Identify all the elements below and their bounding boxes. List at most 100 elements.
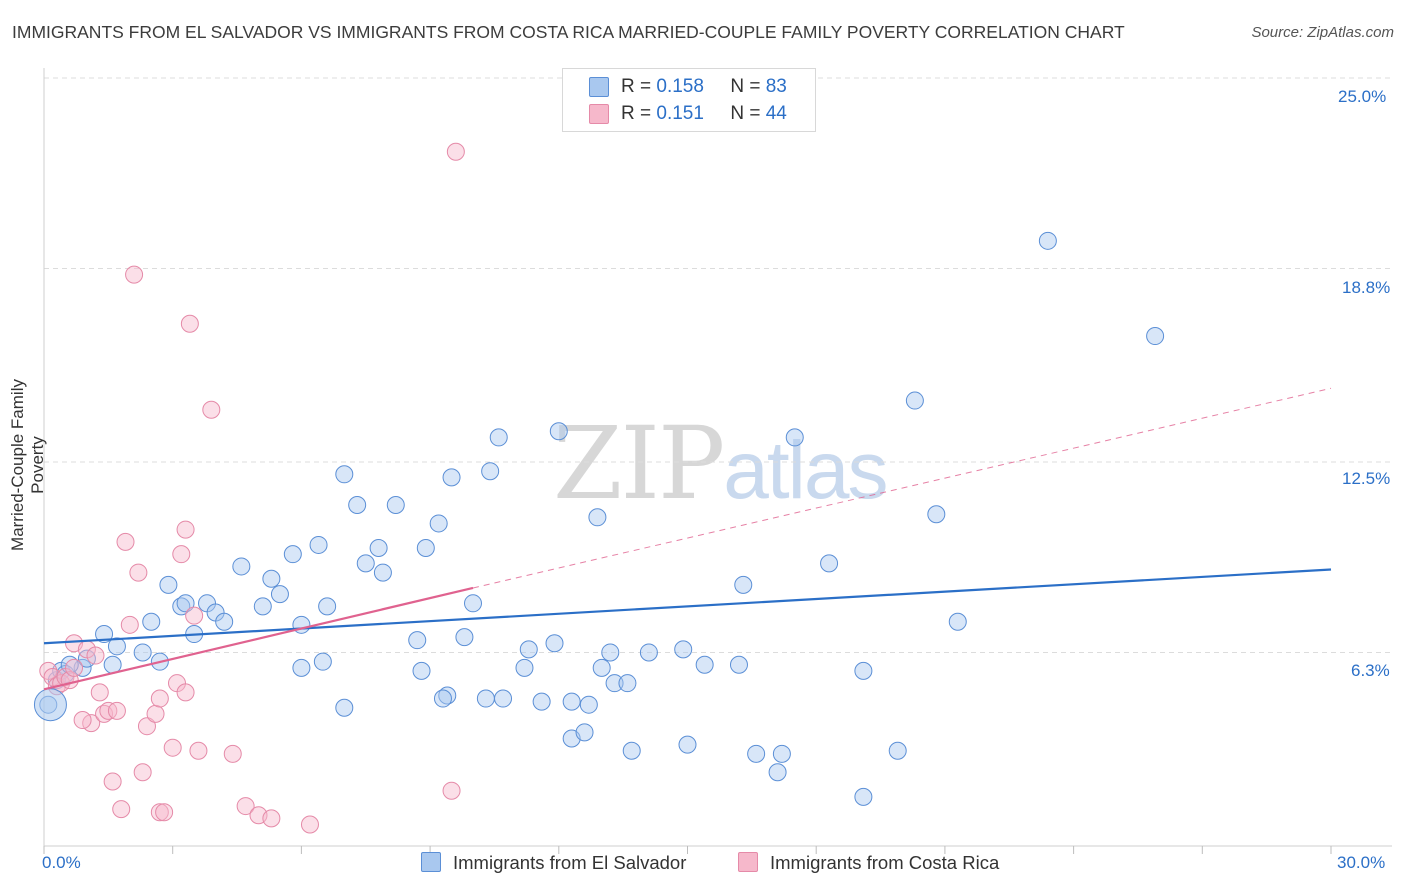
el-salvador-point: [335, 465, 354, 484]
el-salvador-point: [416, 539, 435, 558]
costa-rica-point: [185, 606, 204, 625]
costa-rica-point: [65, 658, 84, 677]
el-salvador-point: [464, 594, 482, 613]
el-salvador-point: [888, 741, 907, 760]
el-salvador-point: [429, 514, 448, 533]
watermark: ZIPatlas: [553, 405, 889, 522]
source-label: Source: ZipAtlas.com: [1251, 24, 1394, 41]
costa-rica-point: [150, 689, 169, 708]
stats-legend: R = 0.158 N = 83 R = 0.151 N = 44: [562, 68, 816, 132]
el-salvador-point: [579, 695, 598, 714]
el-salvador-point: [768, 763, 787, 782]
costa-rica-point: [176, 683, 195, 702]
el-salvador-point: [1038, 231, 1057, 250]
el-salvador-point: [575, 723, 594, 742]
r-label: R =: [621, 76, 652, 97]
el-salvador-point: [678, 735, 697, 754]
r-value: 0.151: [656, 103, 704, 124]
el-salvador-point: [854, 661, 873, 680]
el-salvador-point: [107, 637, 126, 656]
costa-rica-point: [116, 532, 135, 551]
costa-rica-point: [150, 803, 169, 822]
watermark-zip: ZIP: [553, 405, 725, 522]
el-salvador-point: [729, 655, 748, 674]
el-salvador-trend-line: [43, 568, 1332, 645]
el-salvador-point: [142, 612, 161, 631]
el-salvador-point: [253, 597, 272, 616]
costa-rica-point: [107, 701, 126, 720]
el-salvador-point: [772, 744, 791, 763]
costa-rica-point: [202, 400, 221, 419]
y-tick-label: 25.0%: [1338, 87, 1387, 106]
costa-rica-point: [103, 772, 122, 791]
el-salvador-point: [292, 658, 311, 677]
el-salvador-point: [356, 554, 375, 573]
el-salvador-point: [335, 698, 354, 717]
el-salvador-point: [373, 563, 392, 582]
el-salvador-point: [412, 661, 431, 680]
el-salvador-point: [515, 658, 534, 677]
el-salvador-point: [386, 496, 405, 515]
r-value: 0.158: [656, 76, 704, 97]
chart-title: IMMIGRANTS FROM EL SALVADOR VS IMMIGRANT…: [12, 22, 1125, 42]
el-salvador-point: [905, 391, 924, 410]
el-salvador-point: [588, 508, 607, 527]
el-salvador-point: [159, 575, 178, 594]
el-salvador-point: [545, 634, 564, 653]
axis-layer: [43, 68, 1392, 854]
el-salvador-point: [734, 575, 753, 594]
el-salvador-point: [820, 554, 839, 573]
el-salvador-point: [695, 655, 714, 674]
costa-rica-point: [155, 803, 174, 822]
costa-rica-swatch: [589, 104, 609, 124]
y-tick-label: 18.8%: [1342, 278, 1391, 297]
el-salvador-point: [270, 585, 289, 604]
y-tick-label: 6.3%: [1351, 661, 1390, 680]
el-salvador-point: [95, 625, 114, 644]
y-axis-label: Married-Couple Family Poverty: [8, 379, 47, 551]
el-salvador-swatch: [589, 77, 609, 97]
costa-rica-point: [163, 738, 182, 757]
el-salvador-point: [927, 505, 946, 524]
costa-rica-point: [180, 314, 199, 333]
el-salvador-point: [1146, 327, 1165, 346]
el-salvador-point: [785, 428, 804, 447]
legend-item-el-salvador[interactable]: Immigrants from El Salvador: [421, 852, 686, 874]
el-salvador-point: [532, 692, 551, 711]
costa-rica-point: [442, 781, 461, 800]
costa-rica-point: [172, 545, 191, 564]
el-salvador-point: [133, 643, 152, 662]
n-value: 83: [765, 76, 787, 97]
costa-rica-point: [189, 741, 208, 760]
el-salvador-point: [318, 597, 337, 616]
legend-item-costa-rica[interactable]: Immigrants from Costa Rica: [738, 852, 999, 874]
el-salvador-point: [408, 631, 427, 650]
el-salvador-point: [433, 689, 452, 708]
el-salvador-point: [215, 612, 234, 631]
el-salvador-point: [283, 545, 302, 564]
el-salvador-point: [549, 422, 568, 441]
el-salvador-point: [519, 640, 538, 659]
costa-rica-point: [146, 704, 165, 723]
el-salvador-point: [601, 643, 620, 662]
el-salvador-point: [489, 428, 508, 447]
n-label: N =: [730, 103, 761, 124]
costa-rica-trend-extension: [472, 387, 1332, 589]
costa-rica-point: [446, 142, 465, 161]
x-axis-min-label: 0.0%: [42, 853, 81, 872]
costa-rica-legend-swatch: [738, 852, 758, 872]
legend-label: Immigrants from Costa Rica: [770, 852, 1000, 873]
el-salvador-point: [854, 787, 873, 806]
el-salvador-point: [262, 569, 281, 588]
costa-rica-point: [262, 809, 281, 828]
el-salvador-point: [605, 674, 624, 693]
el-salvador-point: [562, 692, 581, 711]
point-layer: [33, 142, 1165, 834]
costa-rica-point: [176, 520, 195, 539]
el-salvador-point: [618, 674, 637, 693]
costa-rica-point: [133, 763, 152, 782]
el-salvador-point: [232, 557, 251, 576]
watermark-atlas: atlas: [723, 425, 888, 516]
el-salvador-cluster-point: [33, 688, 67, 722]
